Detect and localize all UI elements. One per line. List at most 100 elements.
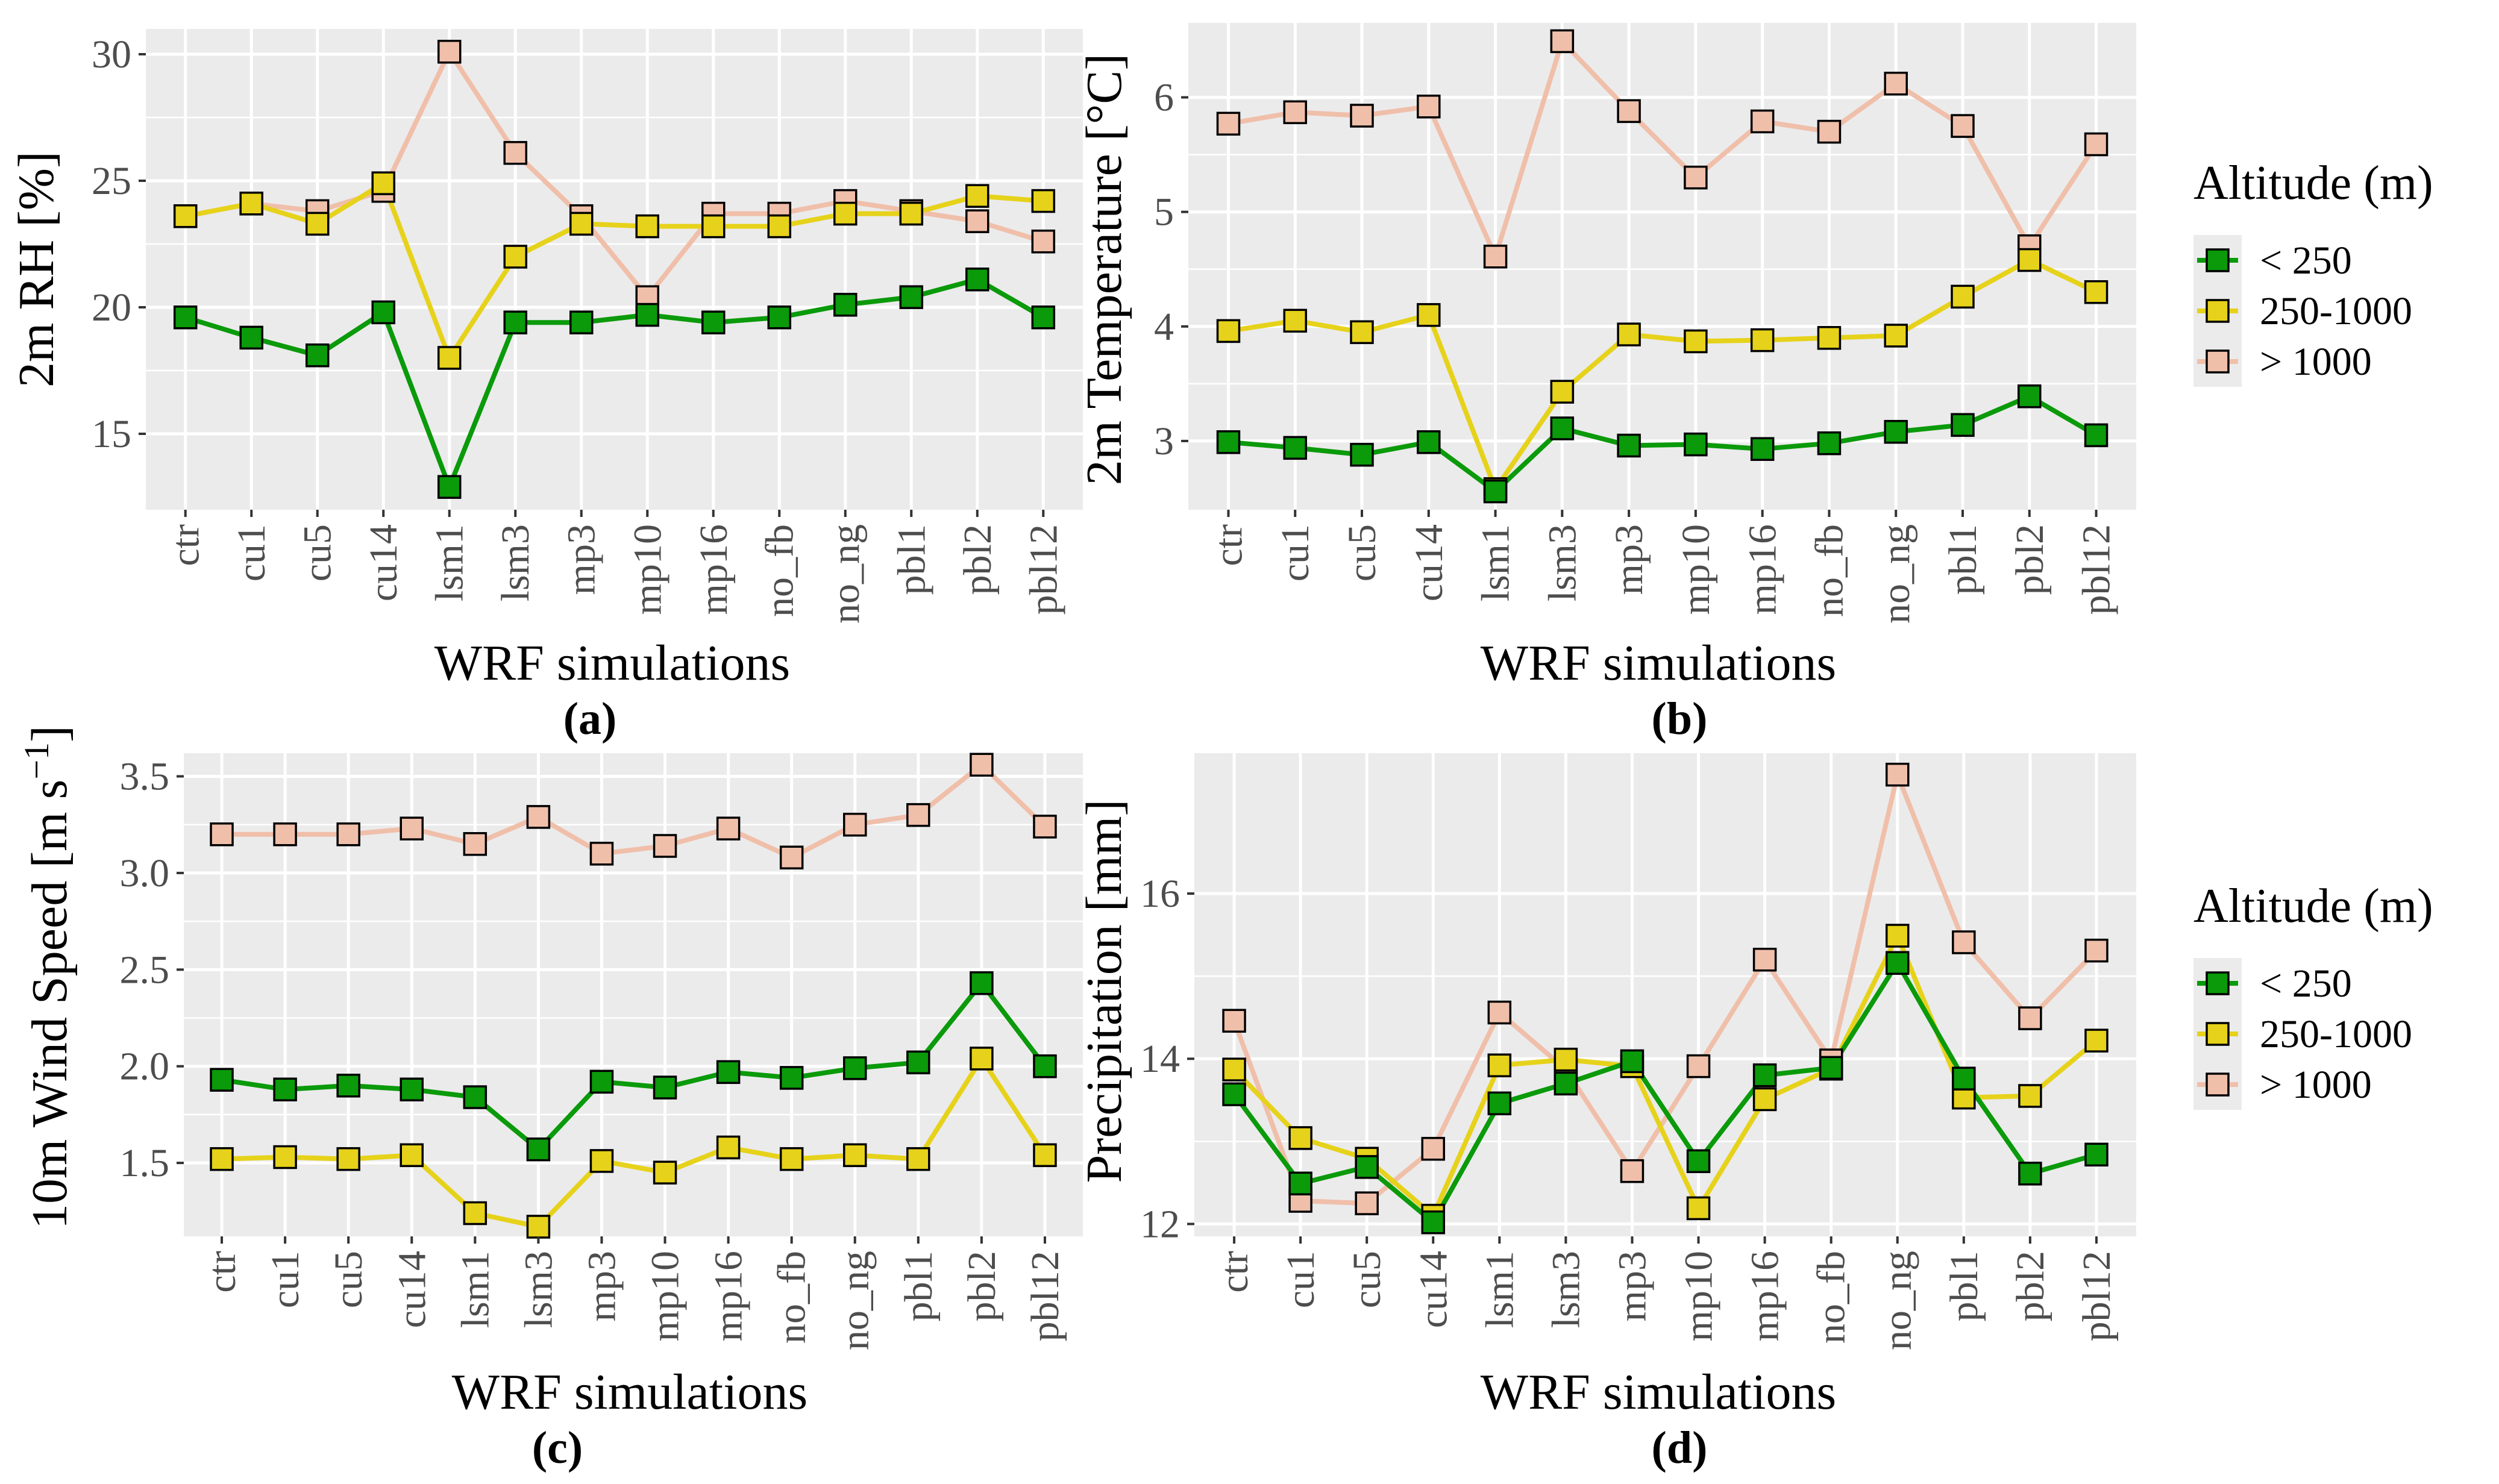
legend-top-key-marker (2206, 248, 2230, 272)
panel-c-ytick-label: 2.5 (120, 948, 170, 992)
legend-top-entries: < 250 250-1000 > 1000 (2193, 235, 2412, 387)
panel-d-point-gt1000-no-ng (1885, 762, 1910, 787)
panel-c-yticks: 1.5 2.0 2.5 3.0 3.5 (120, 754, 184, 1185)
panel-d-ytick-label: 12 (1140, 1202, 1180, 1246)
panel-d-xtick-label-mp3: mp3 (1610, 1251, 1654, 1321)
panel-a-point-lt250-pbl12 (1031, 305, 1056, 330)
panel-b-point-gt1000-no-ng (1884, 72, 1908, 96)
panel-b-xtick-label-ctr: ctr (1206, 524, 1250, 566)
panel-d-point-gt1000-pbl12 (2084, 938, 2109, 963)
panel-b-point-gt1000-mp3 (1617, 99, 1641, 124)
panel-c-point-250-1000-lsm3 (526, 1215, 551, 1239)
panel-c-xtick-label-lsm1: lsm1 (453, 1251, 497, 1328)
panel-d-point-lt250-no-fb (1819, 1056, 1843, 1080)
panel-b-xtick-label-mp16: mp16 (1741, 524, 1785, 615)
panel-a-point-lt250-pbl1 (899, 285, 924, 309)
panel-b-point-gt1000-mp16 (1750, 109, 1775, 134)
panel-d-point-gt1000-lsm1 (1487, 1000, 1512, 1025)
panel-c-point-gt1000-pbl12 (1033, 815, 1057, 839)
panel-a-grid (146, 29, 1083, 510)
panel-c-point-250-1000-lsm1 (463, 1201, 488, 1226)
panel-d-point-lt250-cu1 (1288, 1171, 1312, 1196)
panel-c-point-lt250-cu14 (400, 1077, 424, 1101)
panel-d-point-250-1000-lsm1 (1487, 1053, 1512, 1077)
panel-c-points (210, 753, 1057, 1239)
panel-a-background (146, 29, 1083, 510)
panel-a-xtick-label-mp10: mp10 (626, 524, 669, 615)
panel-c-point-gt1000-pbl1 (906, 803, 930, 827)
panel-b-xticks: ctr cu1 cu5 cu14 lsm1 lsm3 mp3 mp10 mp16 no_fb no_… (1206, 510, 2119, 624)
panel-b-point-lt250-mp10 (1684, 432, 1708, 457)
panel-c-xtick-label-cu5: cu5 (327, 1251, 371, 1308)
legend-bottom-label-1000: > 1000 (2260, 1063, 2372, 1107)
panel-c-y-axis-title: 10m Wind Speed [m s−1] (17, 725, 78, 1229)
panel-d-point-250-1000-pbl12 (2084, 1028, 2109, 1053)
panel-b-xtick-label-cu14: cu14 (1407, 524, 1451, 601)
legend-bottom-title: Altitude (m) (2193, 880, 2433, 933)
panel-b-x-axis-title: WRF simulations (1481, 635, 1836, 691)
panel-a-xtick-label-cu5: cu5 (296, 524, 340, 581)
panel-d-point-250-1000-no-ng (1885, 924, 1910, 948)
panel-b-point-lt250-no-ng (1884, 419, 1908, 444)
panel-c-point-gt1000-lsm3 (526, 805, 551, 829)
panel-c-point-lt250-no-ng (842, 1056, 867, 1080)
panel-c-y-axis-title-sup: −1 (17, 742, 56, 780)
panel-c-point-lt250-mp3 (589, 1069, 614, 1094)
panel-b-point-lt250-cu1 (1283, 436, 1307, 460)
panel-d-point-lt250-pbl2 (2018, 1162, 2042, 1186)
panel-d-ytick-label: 16 (1140, 872, 1180, 916)
panel-a-point-250-1000-cu1 (239, 192, 263, 216)
legend-top-key-marker (2206, 349, 2230, 374)
panel-a-point-lt250-cu5 (305, 343, 330, 368)
panel-d-point-lt250-cu14 (1421, 1210, 1446, 1235)
legend-top-label-250: < 250 (2260, 239, 2352, 283)
panel-a-point-250-1000-mp16 (701, 214, 726, 239)
panel-a-xtick-label-no-fb: no_fb (757, 524, 801, 617)
panel-d-point-250-1000-mp16 (1752, 1087, 1777, 1112)
panel-a-point-250-1000-pbl1 (899, 201, 924, 226)
panel-b-xtick-label-no-fb: no_fb (1807, 524, 1851, 617)
panel-b-xtick-label-cu5: cu5 (1340, 524, 1384, 581)
panel-a-xtick-label-no-ng: no_ng (824, 524, 868, 624)
panel-c-point-250-1000-mp10 (653, 1160, 677, 1185)
panel-d-xtick-label-pbl2: pbl2 (2008, 1251, 2052, 1321)
panel-a-xtick-label-pbl1: pbl1 (889, 524, 933, 595)
panel-b-yticks: 3 4 5 6 (1154, 76, 1188, 463)
panel-a-point-lt250-no-ng (833, 293, 858, 317)
panel-d-point-gt1000-pbl1 (1952, 930, 1976, 954)
panel-c-point-250-1000-cu5 (336, 1147, 360, 1171)
panel-a-point-lt250-no-fb (767, 305, 792, 330)
panel-b-xtick-label-pbl1: pbl1 (1941, 524, 1985, 595)
panel-c-point-lt250-mp16 (716, 1060, 741, 1085)
panel-b-point-250-1000-cu5 (1350, 320, 1374, 345)
panel-c-ytick-label: 3.0 (120, 851, 170, 895)
panel-b: 3 4 5 6 ctr cu1 cu5 cu14 lsm1 lsm3 mp3 mp10 mp16 no_… (1076, 23, 2136, 744)
panel-b-point-250-1000-no-ng (1884, 324, 1908, 348)
panel-b-y-axis-title: 2m Temperature [°C] (1076, 54, 1132, 486)
panel-a-xtick-label-lsm1: lsm1 (428, 524, 472, 601)
panel-c-label: (c) (532, 1423, 583, 1473)
panel-c-point-lt250-cu1 (273, 1077, 297, 1101)
panel-b-point-250-1000-lsm3 (1550, 380, 1575, 404)
panel-c-xtick-label-no-fb: no_fb (770, 1251, 814, 1344)
panel-c-point-250-1000-no-ng (842, 1143, 867, 1168)
legend-bottom-key-marker (2206, 1072, 2230, 1097)
panel-a: 15 20 25 30 ctr cu1 cu5 cu14 lsm1 lsm3 mp3 mp10 mp1… (8, 29, 1083, 744)
legend-bottom-key-marker (2206, 1022, 2230, 1046)
panel-c-xticks: ctr cu1 cu5 cu14 lsm1 lsm3 mp3 mp10 mp16 no_fb no_… (200, 1236, 1067, 1350)
panel-a-xticks: ctr cu1 cu5 cu14 lsm1 lsm3 mp3 mp10 mp16 no_fb no_… (164, 510, 1065, 624)
panel-c-xtick-label-lsm3: lsm3 (516, 1251, 560, 1328)
panel-c-xtick-label-mp10: mp10 (644, 1251, 688, 1341)
panel-d-background (1194, 753, 2136, 1236)
panel-d-ytick-label: 14 (1140, 1037, 1180, 1081)
panel-a-point-lt250-mp10 (635, 302, 660, 327)
panel-b-point-250-1000-ctr (1216, 319, 1241, 343)
panel-b-xtick-label-pbl2: pbl2 (2008, 524, 2052, 595)
panel-b-point-gt1000-cu5 (1350, 104, 1374, 128)
panel-b-point-250-1000-mp10 (1684, 329, 1708, 354)
panel-b-point-250-1000-mp16 (1750, 328, 1775, 352)
panel-c-point-250-1000-mp16 (716, 1135, 741, 1160)
panel-c-point-gt1000-cu5 (336, 822, 360, 847)
panel-d-point-lt250-mp3 (1620, 1049, 1645, 1074)
panel-b-point-gt1000-cu1 (1283, 100, 1307, 125)
